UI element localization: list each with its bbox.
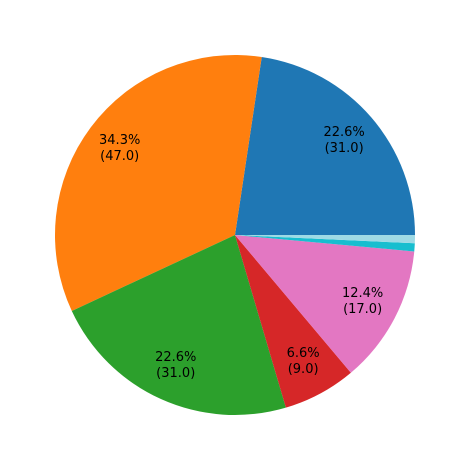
value-label: 22.6% (31.0) [323, 125, 365, 157]
value-label: 6.6% (9.0) [286, 345, 320, 377]
value-label: 34.3% (47.0) [99, 132, 141, 164]
pie-slice [71, 235, 286, 416]
value-label: 22.6% (31.0) [155, 350, 197, 382]
pie-slice [235, 235, 415, 252]
pie-slice [235, 235, 415, 373]
pie-slice [235, 235, 415, 244]
pie-slice [235, 235, 351, 408]
pie-slice [54, 55, 262, 311]
pie-slice [235, 56, 415, 235]
value-label: 12.4% (17.0) [341, 285, 384, 317]
